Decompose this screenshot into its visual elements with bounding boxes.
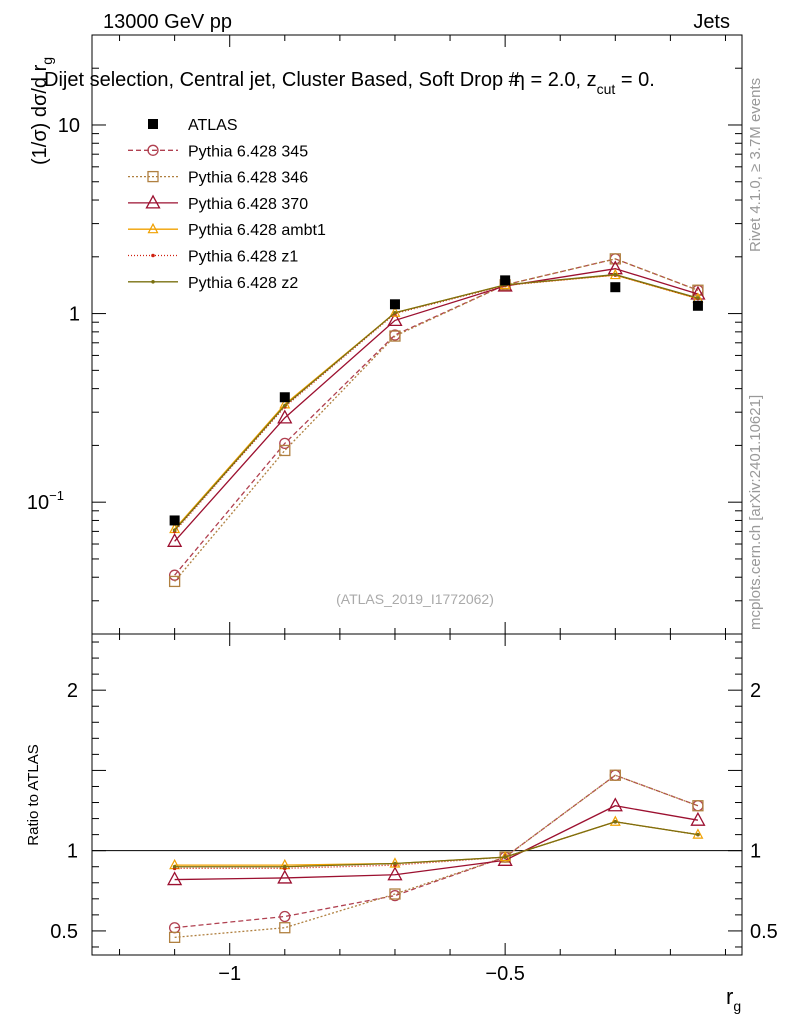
series-point — [279, 444, 291, 457]
ratio-point — [387, 866, 403, 881]
ratio-point — [690, 811, 706, 826]
ratio-tick-label: 0.5 — [50, 921, 78, 943]
x-axis-label: rg — [726, 984, 741, 1014]
legend-marker — [148, 119, 158, 129]
chart-title-tail: = 0. — [615, 69, 654, 91]
series-point — [168, 569, 181, 581]
category-label: Jets — [693, 11, 730, 33]
data-point — [389, 299, 400, 310]
data-point — [279, 392, 290, 403]
series-point — [279, 437, 291, 450]
ratio-axis-label: Ratio to ATLAS — [25, 744, 42, 845]
x-tick-label: −0.5 — [485, 963, 524, 985]
series-point — [613, 272, 618, 277]
legend: ATLAS Pythia 6.428 345 Pythia 6.428 346 Pyt… — [128, 117, 326, 292]
series-point — [393, 310, 397, 315]
series-point — [277, 409, 293, 424]
ratio-tick-label: 2 — [67, 680, 78, 702]
ratio-frame — [91, 633, 743, 956]
data-point — [500, 275, 511, 286]
main-plot: 10−1 1 10 — [27, 34, 743, 635]
y-tick-label: 1 — [69, 304, 80, 326]
ratio-point — [692, 800, 704, 812]
ratio-point — [277, 869, 293, 884]
y-axis-label: (1/σ) dσ/d rg — [29, 57, 55, 165]
ratio-series-line — [174, 774, 699, 938]
energy-label: 13000 GeV pp — [103, 11, 232, 33]
data-point — [692, 300, 703, 311]
ratio-point — [609, 769, 621, 781]
legend-marker — [145, 194, 161, 209]
legend-label: Pythia 6.428 346 — [188, 170, 308, 187]
ratio-point — [607, 797, 623, 812]
series-point — [168, 575, 181, 588]
series-point — [172, 528, 177, 533]
series-line — [174, 274, 699, 532]
series-line — [174, 258, 699, 576]
ratio-point — [696, 832, 700, 837]
legend-label: ATLAS — [188, 117, 238, 134]
legend-marker — [147, 144, 159, 156]
series-point — [282, 403, 287, 408]
ratio-point — [168, 931, 181, 943]
ratio-point — [613, 819, 618, 824]
ratio-plot: −1 −0.5 0.5 0.5 1 1 2 2 — [50, 633, 778, 985]
chart-title-sub: cut — [597, 81, 616, 97]
ratio-point — [279, 922, 291, 934]
x-tick-label: −1 — [218, 963, 241, 985]
chart-title-rest: = 2.0, z — [525, 69, 597, 91]
y-tick-label: 10 — [58, 115, 80, 137]
legend-marker — [151, 253, 155, 258]
series-line — [174, 274, 699, 530]
legend-marker — [147, 222, 159, 234]
chart-title: Dijet selection, Central jet, Cluster Ba… — [44, 69, 655, 97]
ratio-point — [503, 855, 507, 859]
ratio-point — [393, 861, 397, 866]
series-point — [167, 532, 183, 547]
ratio-tick-label-right: 1 — [750, 841, 761, 863]
x-axis-label-sub: g — [733, 998, 741, 1014]
ratio-point — [609, 815, 621, 826]
x-axis-label-main: r — [726, 984, 733, 1009]
series-line — [174, 273, 699, 531]
series-point — [692, 284, 704, 296]
series-point — [387, 312, 403, 327]
chart-title-main: Dijet selection, Central jet, Cluster Ba… — [44, 69, 521, 91]
analysis-label: (ATLAS_2019_I1772062) — [336, 591, 494, 607]
mcplots-watermark: mcplots.cern.ch [arXiv:2401.10621] — [747, 395, 764, 630]
legend-label: Pythia 6.428 z2 — [188, 275, 298, 292]
ratio-point — [389, 888, 401, 900]
ratio-tick-label-right: 0.5 — [750, 921, 778, 943]
y-tick-label: 10−1 — [27, 488, 64, 514]
y-axis-label-main: (1/σ) dσ/d r — [29, 64, 51, 165]
legend-label: Pythia 6.428 z1 — [188, 249, 298, 266]
y-tick-exponent: −1 — [49, 488, 64, 503]
series-line — [174, 268, 699, 542]
data-point — [169, 515, 180, 526]
chart-title-eta: η — [514, 69, 525, 91]
series-point — [609, 253, 621, 265]
legend-label: Pythia 6.428 ambt1 — [188, 222, 326, 239]
legend-marker — [151, 280, 155, 284]
ratio-point — [279, 910, 291, 923]
series-point — [389, 330, 401, 342]
legend-label: Pythia 6.428 370 — [188, 196, 308, 213]
ratio-series-line — [174, 774, 699, 929]
ratio-series-line — [174, 805, 699, 881]
ratio-series-line — [174, 821, 699, 868]
ratio-point — [172, 864, 177, 869]
ratio-point — [167, 871, 183, 886]
ratio-point — [282, 864, 287, 869]
y-axis-label-sub: g — [39, 57, 55, 65]
ratio-series-line — [174, 821, 699, 866]
legend-label: Pythia 6.428 345 — [188, 143, 308, 160]
data-point — [610, 282, 621, 293]
rivet-watermark: Rivet 4.1.0, ≥ 3.7M events — [747, 78, 764, 252]
ratio-tick-label-right: 2 — [750, 680, 761, 702]
legend-marker — [147, 170, 159, 183]
series-point — [696, 296, 700, 300]
ratio-tick-label: 1 — [67, 841, 78, 863]
